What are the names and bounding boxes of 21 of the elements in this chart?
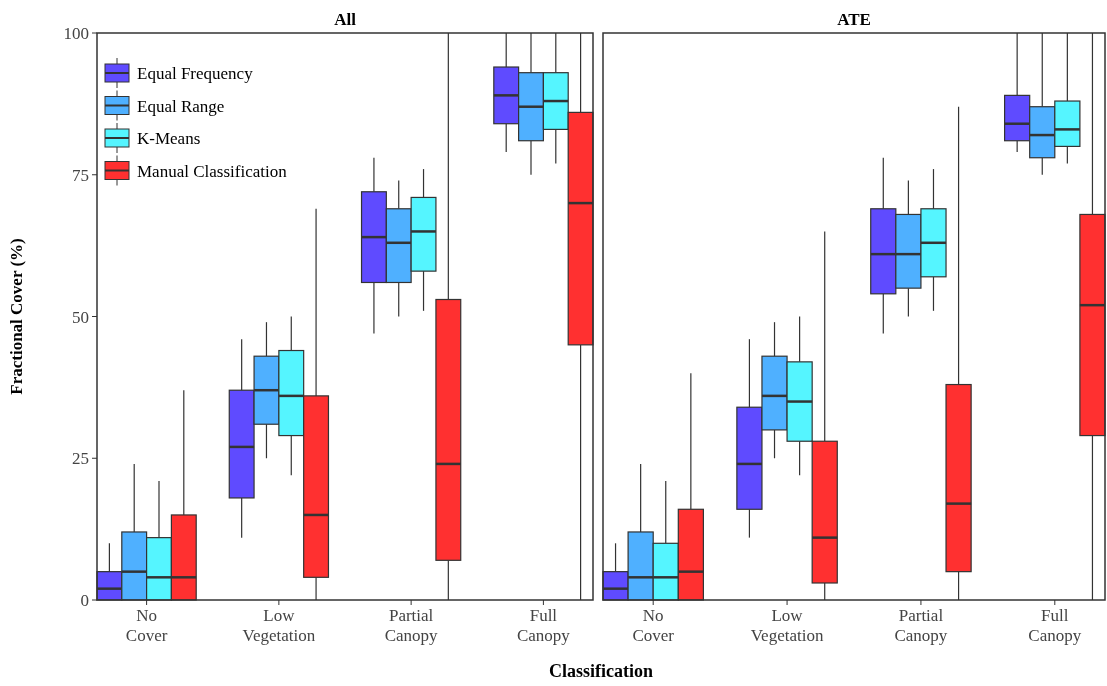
legend-label: Equal Range xyxy=(137,96,225,116)
x-tick-label: Low Vegetation xyxy=(242,606,316,645)
y-tick-label: 100 xyxy=(63,24,89,43)
y-tick-label: 0 xyxy=(80,591,89,610)
y-tick-label: 75 xyxy=(72,165,89,185)
x-axis-title: Classification xyxy=(548,661,654,681)
y-tick-label: 50 xyxy=(72,307,89,327)
legend-label: Manual Classification xyxy=(137,161,288,181)
x-tick-label: Partial Canopy xyxy=(894,606,948,645)
legend-label: K-Means xyxy=(137,129,201,148)
x-tick-label: Full Canopy xyxy=(1028,606,1082,645)
x-tick-label: No Cover xyxy=(125,606,168,645)
legend-label: Equal Frequency xyxy=(137,64,254,83)
x-tick-label: No Cover xyxy=(632,606,675,645)
x-tick-label: Full Canopy xyxy=(516,606,571,645)
y-tick-label: 25 xyxy=(72,449,89,469)
x-tick-label: Partial Canopy xyxy=(384,606,439,645)
y-axis-title: Fractional Cover (%) xyxy=(7,238,26,395)
x-tick-label: Low Vegetation xyxy=(750,606,824,645)
chart-title: ATE xyxy=(837,10,871,29)
chart-title: All xyxy=(334,10,357,29)
